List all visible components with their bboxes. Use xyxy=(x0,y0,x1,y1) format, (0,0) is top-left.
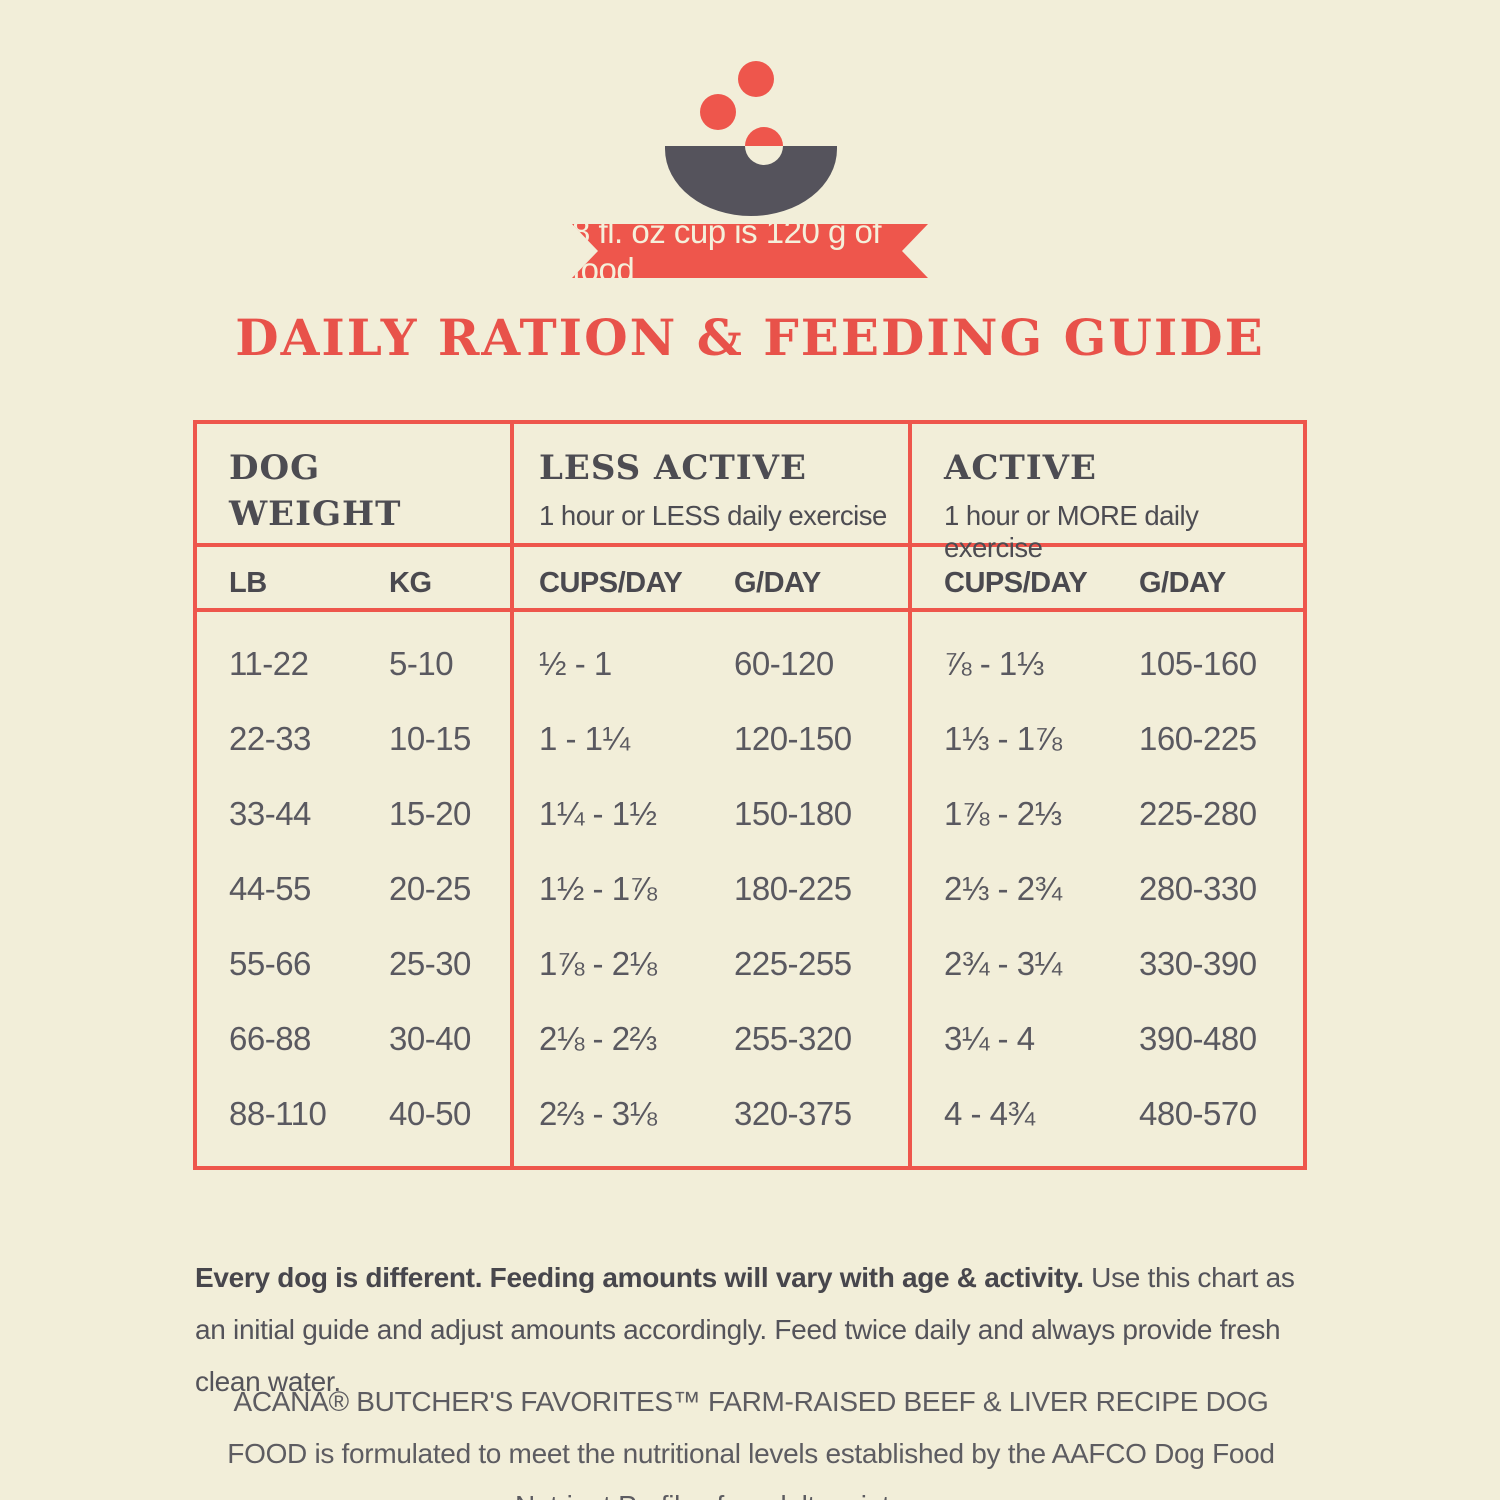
page-title: DAILY RATION & FEEDING GUIDE xyxy=(235,308,1265,367)
aafco-statement: ACANA® BUTCHER'S FAVORITES™ FARM-RAISED … xyxy=(227,1386,1275,1500)
subheader-lb: LB xyxy=(229,567,267,599)
cell-la-cups: ½ - 1 xyxy=(539,644,612,682)
subheader-a-cups-day: CUPS/DAY xyxy=(944,567,1088,599)
cell-kg: 20-25 xyxy=(389,869,471,907)
cell-la-cups: 2⅛ - 2⅔ xyxy=(539,1019,657,1057)
header-title: DOG WEIGHT xyxy=(229,448,402,534)
row-divider xyxy=(197,608,1303,612)
cell-kg: 5-10 xyxy=(389,644,454,682)
cup-measure-label: 8 fl. oz cup is 120 g of food xyxy=(572,213,882,288)
column-divider xyxy=(908,424,912,1166)
table-row: 11-22 5-10 ½ - 1 60-120 ⅞ - 1⅓ 105-160 xyxy=(197,626,1303,701)
cell-a-g: 160-225 xyxy=(1139,719,1257,757)
cell-lb: 88-110 xyxy=(229,1094,327,1132)
cell-a-cups: 1⅓ - 1⅞ xyxy=(944,719,1062,757)
cell-la-g: 225-255 xyxy=(734,944,852,982)
cell-la-g: 60-120 xyxy=(734,644,834,682)
cell-a-g: 280-330 xyxy=(1139,869,1257,907)
table-row: 66-88 30-40 2⅛ - 2⅔ 255-320 3¼ - 4 390-4… xyxy=(197,1001,1303,1076)
header-subtitle: 1 hour or MORE daily exercise xyxy=(944,500,1199,563)
cell-kg: 25-30 xyxy=(389,944,471,982)
feeding-table: DOG WEIGHT LESS ACTIVE 1 hour or LESS da… xyxy=(193,420,1307,1170)
cell-a-cups: 4 - 4¾ xyxy=(944,1094,1035,1132)
header-subtitle: 1 hour or LESS daily exercise xyxy=(539,500,887,531)
header-dog-weight: DOG WEIGHT xyxy=(229,445,469,537)
cell-la-cups: 1¼ - 1½ xyxy=(539,794,657,832)
dog-food-bowl-icon xyxy=(650,55,860,220)
table-row: 44-55 20-25 1½ - 1⅞ 180-225 2⅓ - 2¾ 280-… xyxy=(197,851,1303,926)
cell-la-g: 255-320 xyxy=(734,1019,852,1057)
cell-a-g: 390-480 xyxy=(1139,1019,1257,1057)
cell-lb: 44-55 xyxy=(229,869,311,907)
cell-la-cups: 1⅞ - 2⅛ xyxy=(539,944,657,982)
cell-a-cups: 2¾ - 3¼ xyxy=(944,944,1062,982)
cell-lb: 22-33 xyxy=(229,719,311,757)
subheader-a-g-day: G/DAY xyxy=(1139,567,1226,599)
cell-kg: 15-20 xyxy=(389,794,471,832)
cell-kg: 40-50 xyxy=(389,1094,471,1132)
table-row: 88-110 40-50 2⅔ - 3⅛ 320-375 4 - 4¾ 480-… xyxy=(197,1076,1303,1151)
cell-a-g: 225-280 xyxy=(1139,794,1257,832)
cell-kg: 10-15 xyxy=(389,719,471,757)
row-divider xyxy=(197,543,1303,547)
cell-lb: 11-22 xyxy=(229,644,309,682)
table-row: 22-33 10-15 1 - 1¼ 120-150 1⅓ - 1⅞ 160-2… xyxy=(197,701,1303,776)
cell-la-cups: 1 - 1¼ xyxy=(539,719,630,757)
subheader-la-cups-day: CUPS/DAY xyxy=(539,567,683,599)
column-divider xyxy=(510,424,514,1166)
header-active: ACTIVE 1 hour or MORE daily exercise xyxy=(944,445,1303,564)
dog-food-bowl-icon-svg xyxy=(665,61,837,216)
cell-la-g: 150-180 xyxy=(734,794,852,832)
table-row: 33-44 15-20 1¼ - 1½ 150-180 1⅞ - 2⅓ 225-… xyxy=(197,776,1303,851)
cell-a-cups: 2⅓ - 2¾ xyxy=(944,869,1062,907)
cell-a-g: 330-390 xyxy=(1139,944,1257,982)
header-less-active: LESS ACTIVE 1 hour or LESS daily exercis… xyxy=(539,445,887,532)
subheader-kg: KG xyxy=(389,567,432,599)
cell-a-cups: 3¼ - 4 xyxy=(944,1019,1035,1057)
cell-lb: 66-88 xyxy=(229,1019,311,1057)
cell-a-cups: 1⅞ - 2⅓ xyxy=(944,794,1062,832)
cell-a-g: 105-160 xyxy=(1139,644,1257,682)
table-row: 55-66 25-30 1⅞ - 2⅛ 225-255 2¾ - 3¼ 330-… xyxy=(197,926,1303,1001)
cell-la-g: 120-150 xyxy=(734,719,852,757)
cup-measure-ribbon: 8 fl. oz cup is 120 g of food xyxy=(572,224,928,278)
cell-kg: 30-40 xyxy=(389,1019,471,1057)
cell-la-cups: 1½ - 1⅞ xyxy=(539,869,657,907)
cell-lb: 55-66 xyxy=(229,944,311,982)
feeding-note-bold: Every dog is different. Feeding amounts … xyxy=(195,1262,1084,1293)
cell-a-cups: ⅞ - 1⅓ xyxy=(944,644,1044,682)
cell-lb: 33-44 xyxy=(229,794,311,832)
table-body: 11-22 5-10 ½ - 1 60-120 ⅞ - 1⅓ 105-160 2… xyxy=(197,612,1303,1166)
cell-la-cups: 2⅔ - 3⅛ xyxy=(539,1094,657,1132)
header-title: LESS ACTIVE xyxy=(539,448,807,488)
header-title: ACTIVE xyxy=(944,448,1097,488)
cell-la-g: 320-375 xyxy=(734,1094,852,1132)
feeding-note: Every dog is different. Feeding amounts … xyxy=(195,1252,1307,1408)
cell-a-g: 480-570 xyxy=(1139,1094,1257,1132)
cell-la-g: 180-225 xyxy=(734,869,852,907)
feeding-note-rest: Use this chart as an initial guide and a… xyxy=(195,1262,1295,1397)
subheader-la-g-day: G/DAY xyxy=(734,567,821,599)
